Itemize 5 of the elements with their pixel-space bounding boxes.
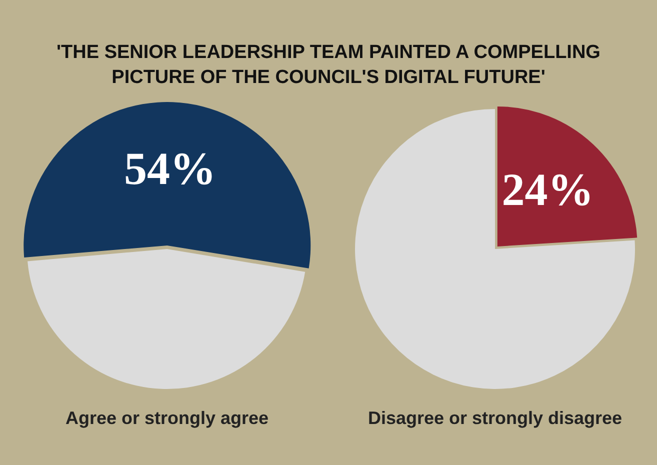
chart-title: 'THE SENIOR LEADERSHIP TEAM PAINTED A COMPELLING PICTURE OF THE COUNCIL'S DIGITAL FUTURE': [56, 41, 602, 90]
data-label: 54%: [124, 142, 216, 194]
text: Disagree or strongly disagree: [368, 408, 622, 429]
data-label: 24%: [502, 164, 594, 215]
text: Agree or strongly agree: [65, 408, 269, 429]
